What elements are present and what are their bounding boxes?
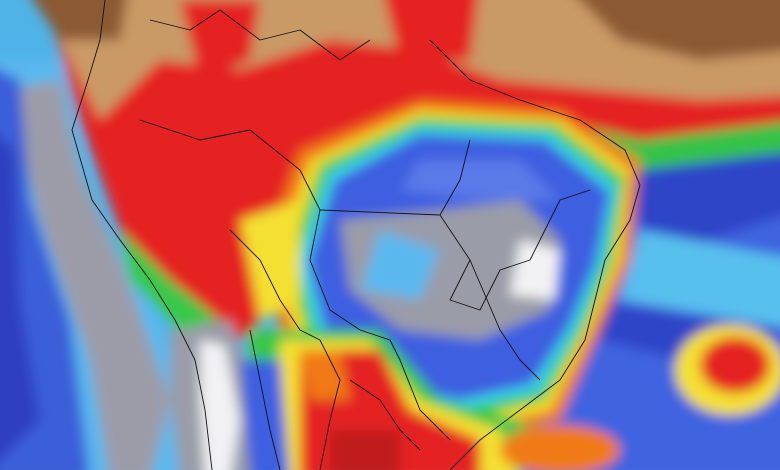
border [249, 329, 281, 470]
border [439, 189, 591, 311]
coastline [429, 39, 641, 470]
border [309, 209, 451, 441]
border [229, 229, 341, 470]
border [469, 259, 541, 381]
border [349, 379, 421, 451]
border [149, 9, 371, 61]
border [139, 119, 471, 216]
borders [71, 0, 641, 470]
coastline [71, 0, 213, 470]
